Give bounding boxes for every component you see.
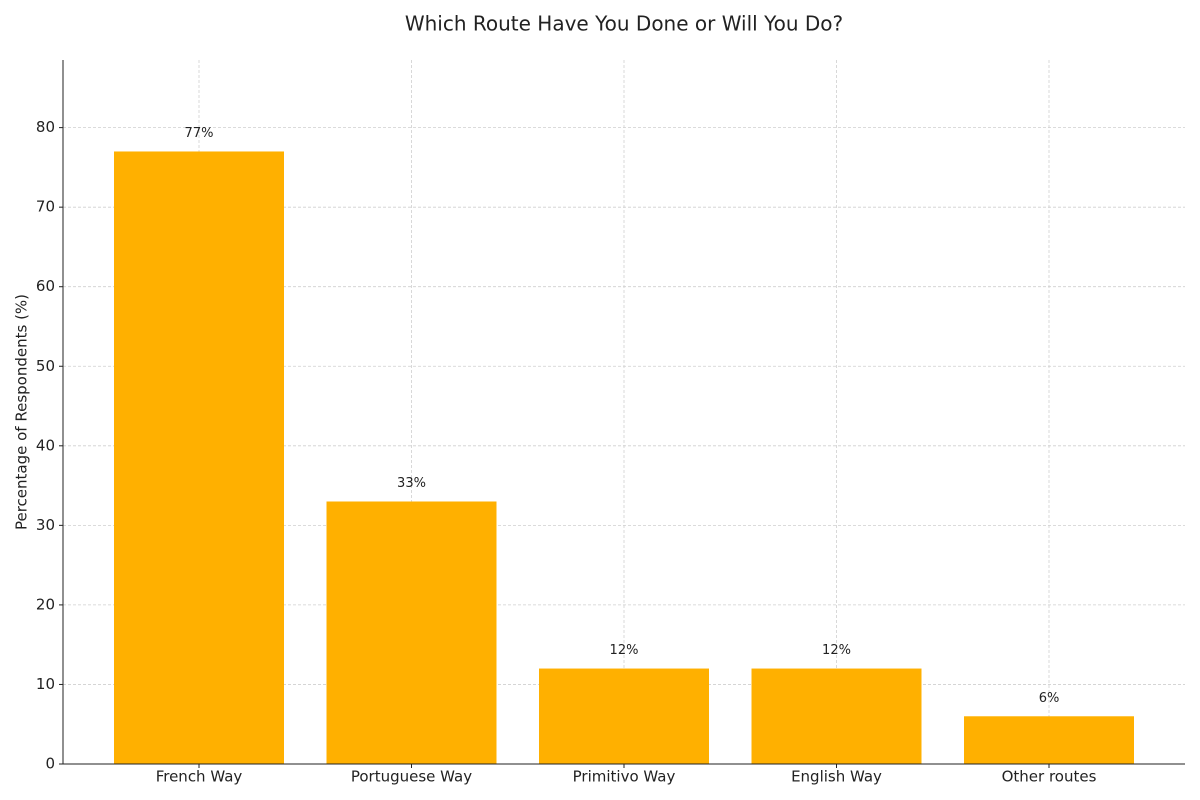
y-tick-label: 80 — [36, 118, 55, 136]
y-tick-label: 60 — [36, 277, 55, 295]
bar — [964, 716, 1134, 764]
y-tick-label: 50 — [36, 357, 55, 375]
value-label: 77% — [185, 126, 214, 141]
bar — [751, 668, 922, 764]
value-label: 12% — [822, 643, 851, 658]
bar — [539, 668, 709, 764]
y-tick-label: 40 — [36, 436, 55, 454]
x-tick-label: French Way — [156, 768, 243, 786]
value-label: 6% — [1039, 691, 1060, 706]
value-label: 12% — [610, 643, 639, 658]
x-tick-label: English Way — [791, 768, 882, 786]
x-tick-label: Portuguese Way — [351, 768, 472, 786]
y-tick-label: 0 — [45, 755, 55, 773]
bar — [114, 151, 284, 764]
y-tick-label: 10 — [36, 675, 55, 693]
bar — [326, 501, 497, 764]
value-label: 33% — [397, 476, 426, 491]
chart-title: Which Route Have You Done or Will You Do… — [405, 12, 843, 36]
x-tick-label: Other routes — [1002, 768, 1097, 786]
y-tick-label: 70 — [36, 198, 55, 216]
y-axis-label: Percentage of Respondents (%) — [13, 294, 31, 530]
x-tick-label: Primitivo Way — [573, 768, 676, 786]
y-tick-label: 20 — [36, 595, 55, 613]
y-tick-label: 30 — [36, 516, 55, 534]
